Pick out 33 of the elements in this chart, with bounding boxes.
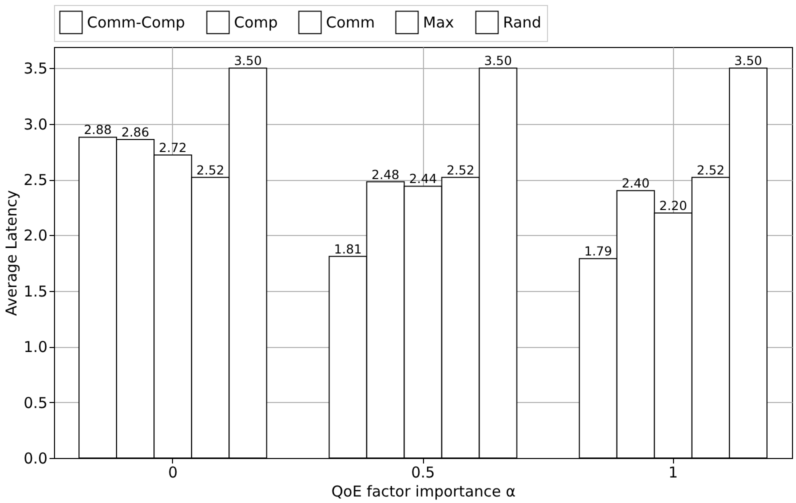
data-label: 2.48 [372,166,400,182]
data-label: 3.50 [484,53,512,68]
data-label: 2.40 [622,176,650,191]
y-tick-label: 3.5 [24,60,48,78]
legend-label: Comp [234,13,278,32]
data-label: 2.52 [446,162,474,178]
x-axis-title: QoE factor importance α [331,482,516,500]
data-label: 3.50 [734,53,762,68]
legend-label: Max [423,13,454,32]
legend-label: Rand [503,13,542,32]
y-tick-label: 2.0 [24,226,48,245]
data-label: 2.52 [196,162,224,178]
y-tick-label: 1.0 [24,338,48,356]
y-tick-label: 0.5 [24,394,48,412]
x-tick-label: 0 [168,464,178,482]
data-label: 2.44 [409,171,437,186]
data-label: 2.20 [659,198,688,213]
y-axis-title: Average Latency [2,190,21,316]
data-label: 1.79 [584,244,612,259]
legend-label: Comm-Comp [87,13,186,32]
data-label: 3.50 [234,53,262,68]
x-tick-label: 0.5 [411,464,435,482]
y-tick-label: 3.0 [24,115,48,134]
y-tick-label: 2.5 [24,171,48,190]
x-tick-label: 1 [668,464,678,482]
data-label: 2.88 [84,122,112,138]
legend-label: Comm [326,13,375,32]
data-label: 1.81 [334,241,362,256]
data-label: 2.52 [696,162,725,178]
y-tick-label: 1.5 [24,282,48,300]
y-tick-label: 0.0 [24,450,48,468]
data-label: 2.86 [121,124,150,140]
data-label: 2.72 [158,140,187,156]
